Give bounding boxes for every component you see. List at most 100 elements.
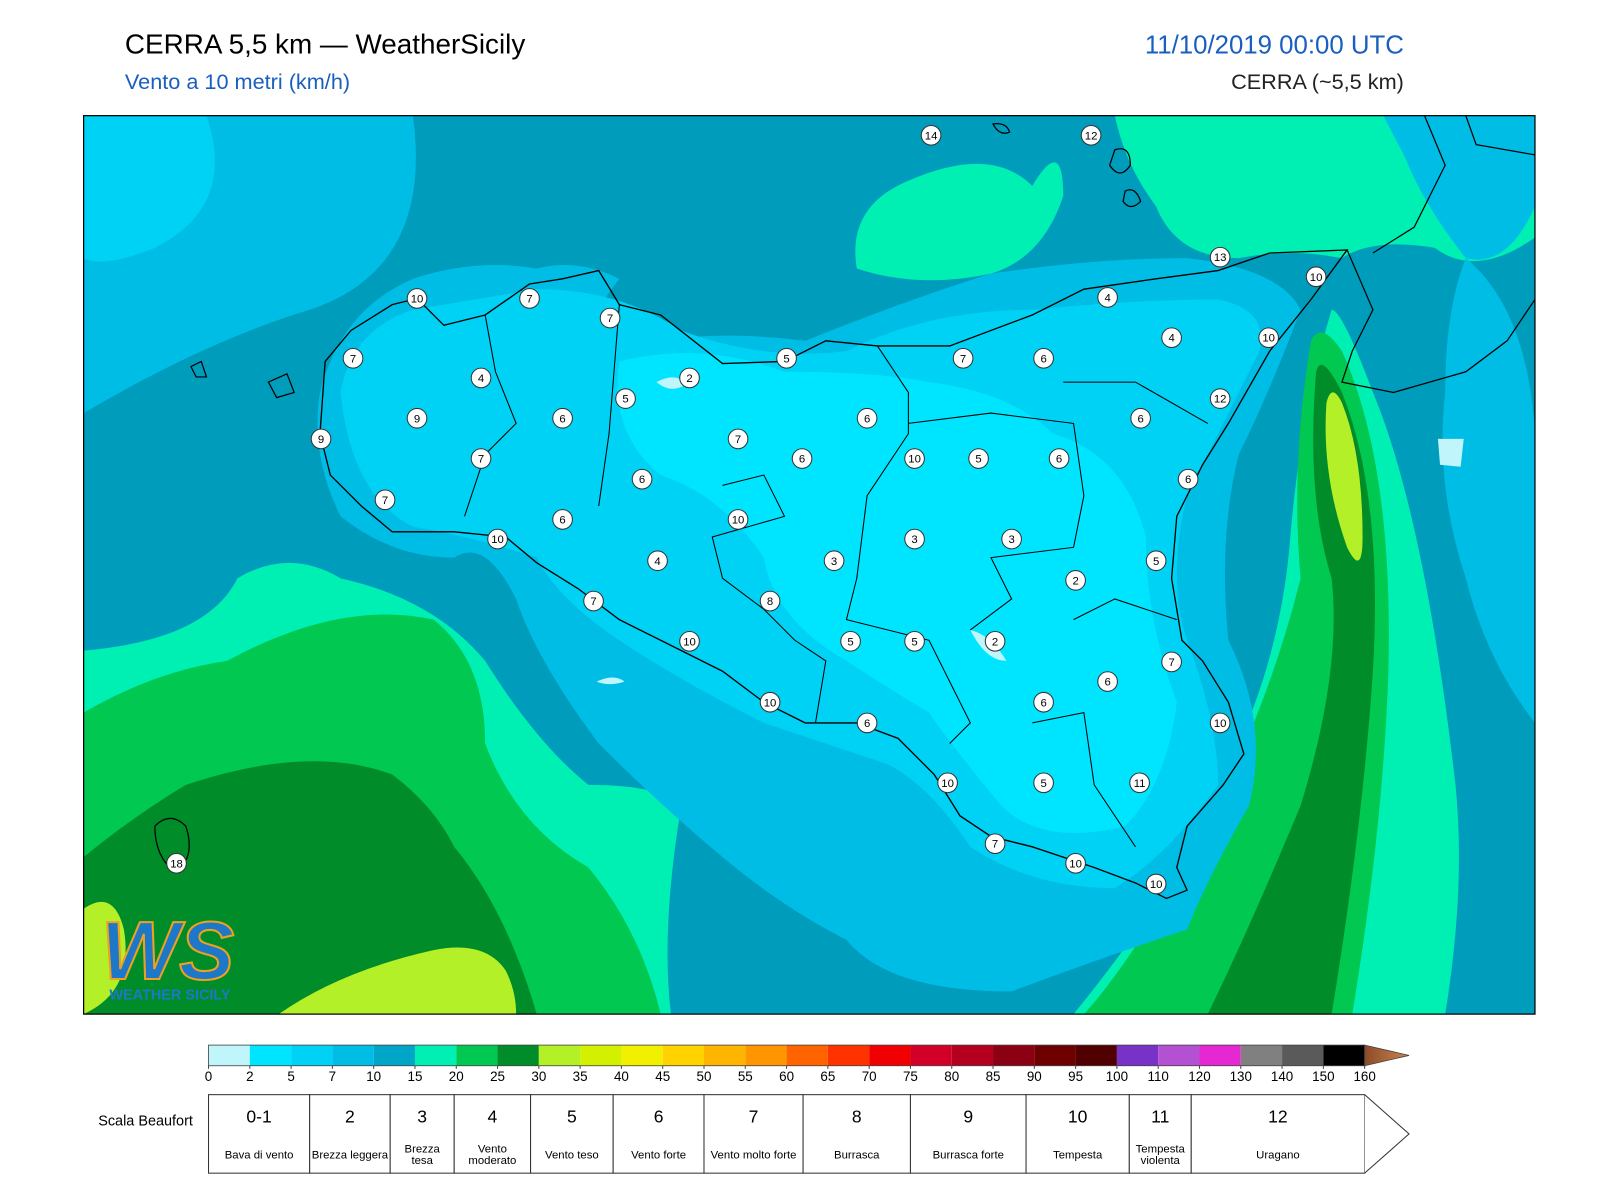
beaufort-desc-box: Vento moderato	[468, 1143, 517, 1167]
colorbar-tick-label: 130	[1230, 1069, 1252, 1084]
station-marker	[342, 348, 364, 369]
station-value: 5	[622, 394, 628, 406]
beaufort-arrow	[1364, 1094, 1410, 1174]
beaufort-desc: Vento moderato	[468, 1143, 517, 1167]
beaufort-desc: Vento molto forte	[710, 1148, 797, 1162]
station-value: 6	[1104, 677, 1110, 689]
beaufort-desc-wrap: Uragano	[1193, 1140, 1362, 1171]
station-value: 6	[1056, 454, 1062, 466]
station-marker	[1209, 712, 1231, 734]
station-value: 10	[732, 514, 745, 526]
station-marker	[727, 509, 749, 530]
station-marker	[679, 630, 700, 652]
station-marker	[599, 307, 621, 329]
beaufort-desc: Burrasca forte	[932, 1148, 1004, 1162]
colorbar-tick-label: 150	[1312, 1069, 1334, 1084]
beaufort-force: 5	[567, 1107, 577, 1127]
colorbar-box	[414, 1045, 457, 1066]
station-value: 6	[559, 413, 565, 425]
station-value: 6	[559, 514, 565, 526]
station-value: 5	[975, 454, 981, 466]
field-area	[83, 761, 537, 1015]
map-title: CERRA 5,5 km — WeatherSicily	[125, 29, 525, 60]
colorbar-tick-label: 55	[738, 1069, 753, 1084]
station-value: 5	[1153, 556, 1159, 568]
beaufort-force: 7	[749, 1107, 759, 1127]
colorbar-box	[1075, 1045, 1117, 1066]
station-value: 10	[491, 534, 504, 546]
beaufort-desc-wrap: Burrasca forte	[913, 1140, 1024, 1171]
beaufort-desc-wrap: Tempesta violenta	[1131, 1140, 1189, 1171]
colorbar-box	[1282, 1045, 1324, 1066]
station-value: 6	[1040, 697, 1046, 709]
beaufort-desc-wrap: Vento teso	[533, 1140, 611, 1171]
station-value: 7	[590, 596, 596, 608]
colorbar-box	[291, 1045, 333, 1066]
station-marker	[856, 712, 878, 734]
colorbar-tick-label: 100	[1106, 1069, 1128, 1084]
station-marker	[1130, 407, 1151, 429]
beaufort-desc-wrap: Bava di vento	[211, 1140, 308, 1171]
station-marker	[984, 630, 1006, 652]
map-frame	[82, 115, 1536, 1015]
station-marker	[904, 528, 925, 550]
station-value: 7	[526, 293, 532, 305]
colorbar-tick-label: 0	[205, 1069, 212, 1084]
station-marker	[984, 833, 1006, 855]
station-marker	[904, 630, 925, 652]
station-value: 6	[1040, 353, 1046, 365]
station-value: 3	[831, 556, 837, 568]
beaufort-box	[1025, 1094, 1130, 1174]
beaufort-desc: Tempesta	[1053, 1148, 1103, 1162]
station-marker	[1209, 246, 1231, 268]
logo-name: WEATHER SICILY	[109, 988, 230, 1004]
colorbar-box	[786, 1045, 828, 1066]
colorbar-tick-label: 30	[531, 1069, 546, 1084]
station-marker	[904, 448, 925, 469]
station-value: 10	[1150, 879, 1163, 891]
station-value: 10	[1214, 718, 1227, 730]
station-value: 7	[607, 313, 613, 325]
station-marker	[952, 348, 974, 369]
map-field: 14 12 13 10 10 7 7 4 4 10 5 7 6 7 4 2 5 12 9 6 6 6 9 7 7 6 10 5 6 6 6 7…	[83, 115, 1535, 1015]
station-value: 4	[1168, 333, 1174, 345]
station-marker	[1258, 327, 1279, 349]
station-value: 2	[686, 373, 692, 385]
station-value: 4	[654, 556, 660, 568]
station-value: 2	[1072, 575, 1078, 587]
station-marker	[631, 468, 653, 490]
station-value: 14	[925, 130, 938, 142]
beaufort-desc: Brezza leggera	[311, 1148, 389, 1162]
station-marker	[374, 489, 396, 511]
station-value: 10	[908, 454, 921, 466]
colorbar-box	[580, 1045, 622, 1066]
station-value: 7	[478, 454, 484, 466]
logo: WS WEATHER SICILY	[100, 903, 235, 1004]
colorbar-box	[827, 1045, 870, 1066]
station-value: 5	[1040, 778, 1046, 790]
station-marker	[968, 448, 989, 469]
beaufort-force: 0-1	[246, 1107, 271, 1127]
colorbar-tick-label: 2	[246, 1069, 253, 1084]
station-marker	[470, 448, 492, 469]
colorbar-tick-label: 70	[862, 1069, 877, 1084]
beaufort-box	[453, 1094, 532, 1174]
station-value: 5	[911, 636, 917, 648]
station-marker	[727, 428, 749, 450]
station-value: 4	[1104, 292, 1110, 304]
field-area	[1207, 364, 1375, 1015]
field-area	[1383, 115, 1535, 260]
station-marker	[583, 590, 604, 612]
station-marker	[759, 691, 781, 713]
station-marker	[791, 448, 813, 469]
colorbar-tick-label: 7	[329, 1069, 336, 1084]
station-value: 6	[639, 474, 645, 486]
station-value: 3	[911, 534, 917, 546]
station-layer: 14 12 13 10 10 7 7 4 4 10 5 7 6 7 4 2 5 12 9 6 6 6 9 7 7 6 10 5 6 6 6 7…	[166, 124, 1327, 895]
station-value: 4	[478, 373, 484, 385]
colorbar-box	[249, 1045, 292, 1066]
colorbar-box	[1158, 1045, 1200, 1066]
station-value: 6	[1137, 413, 1143, 425]
beaufort-force: 3	[417, 1107, 427, 1127]
field-area	[617, 353, 1177, 834]
